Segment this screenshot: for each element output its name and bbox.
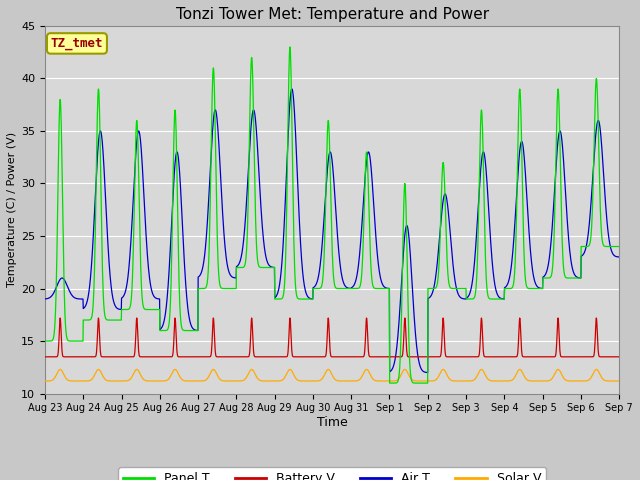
Legend: Panel T, Battery V, Air T, Solar V: Panel T, Battery V, Air T, Solar V [118, 468, 546, 480]
X-axis label: Time: Time [317, 416, 348, 429]
Title: Tonzi Tower Met: Temperature and Power: Tonzi Tower Met: Temperature and Power [175, 7, 488, 22]
Y-axis label: Temperature (C) / Power (V): Temperature (C) / Power (V) [7, 132, 17, 288]
Text: TZ_tmet: TZ_tmet [51, 37, 103, 50]
